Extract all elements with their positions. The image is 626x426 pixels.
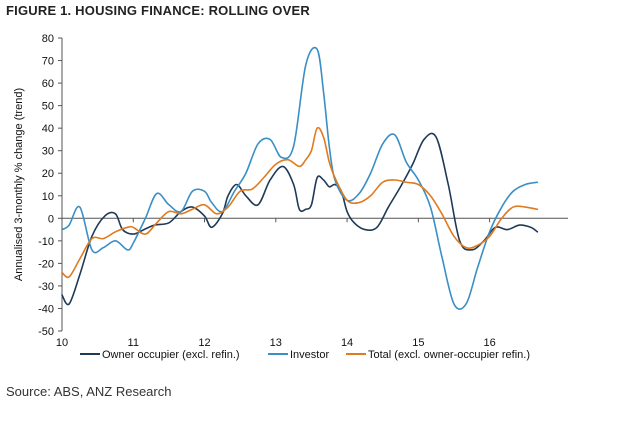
y-tick-label: -20 <box>38 258 54 270</box>
legend-investor-label: Investor <box>290 349 329 361</box>
y-tick-label: 20 <box>42 168 54 180</box>
legend-owner-occupier-label: Owner occupier (excl. refin.) <box>102 349 240 361</box>
y-tick-label: -10 <box>38 236 54 248</box>
y-tick-label: 40 <box>42 123 54 135</box>
y-tick-label: 10 <box>42 191 54 203</box>
chart-title: FIGURE 1. HOUSING FINANCE: ROLLING OVER <box>6 3 310 18</box>
chart-series <box>61 46 539 310</box>
x-tick-label: 13 <box>270 337 282 349</box>
y-tick-label: 60 <box>42 78 54 90</box>
chart-legend: Owner occupier (excl. refin.) Investor Tot… <box>80 349 530 361</box>
x-tick-label: 12 <box>198 337 210 349</box>
x-tick-label: 10 <box>56 337 68 349</box>
x-tick-label: 11 <box>128 337 139 349</box>
x-tick-label: 14 <box>341 337 353 349</box>
y-axis-title: Annualised 3-monthly % change (trend) <box>13 88 25 281</box>
series-total-line <box>61 126 539 279</box>
source-note: Source: ABS, ANZ Research <box>6 384 172 399</box>
y-tick-label: 30 <box>42 146 54 158</box>
y-tick-label: -40 <box>38 303 54 315</box>
y-tick-label: 70 <box>42 56 54 68</box>
series-investor-line <box>61 46 539 310</box>
x-tick-label: 16 <box>483 337 495 349</box>
y-tick-label: -50 <box>38 326 54 338</box>
y-tick-label: -30 <box>38 281 54 293</box>
y-tick-label: 0 <box>48 213 54 225</box>
y-tick-label: 50 <box>42 101 54 113</box>
y-tick-label: 80 <box>42 33 54 45</box>
series-owner-occupier-line <box>61 132 539 306</box>
x-tick-label: 15 <box>412 337 424 349</box>
legend-total-label: Total (excl. owner-occupier refin.) <box>368 349 530 361</box>
